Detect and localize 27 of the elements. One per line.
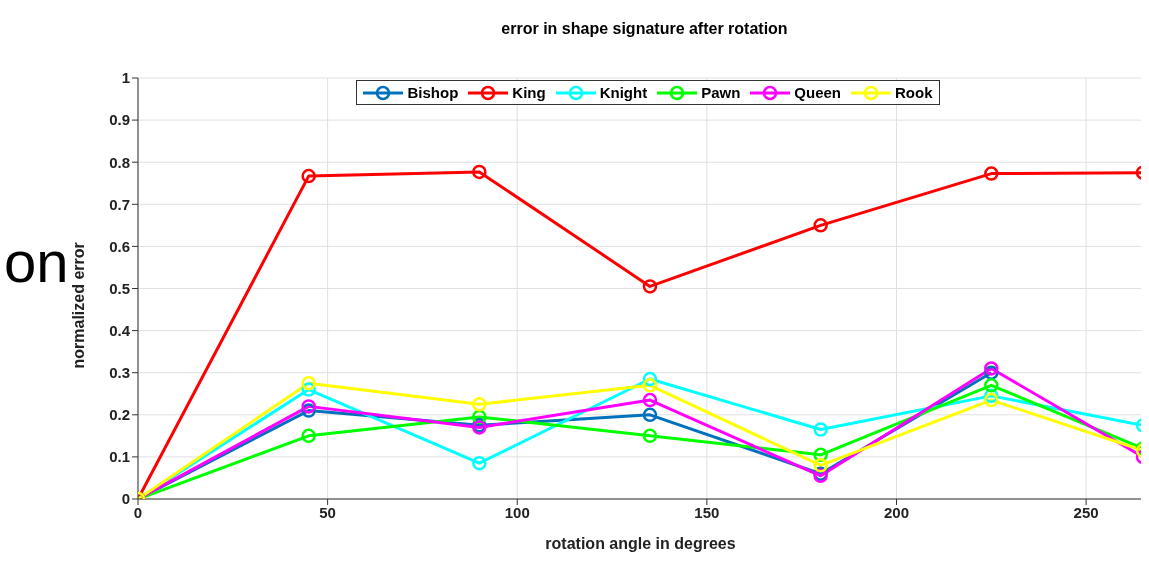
x-axis-title: rotation angle in degrees	[545, 535, 736, 552]
legend-label: King	[512, 84, 546, 101]
y-tick-label: 0.4	[109, 321, 131, 339]
legend-label: Knight	[599, 84, 648, 101]
y-tick-label: 0.7	[109, 195, 130, 213]
x-tick-label: 50	[319, 503, 336, 521]
legend-label: Bishop	[407, 84, 459, 101]
x-tick-label: 200	[883, 503, 910, 521]
y-tick-label: 0.2	[109, 406, 130, 424]
y-tick-label: 0.3	[109, 364, 130, 382]
y-tick-label: 0.9	[109, 111, 130, 129]
legend-label: Pawn	[701, 84, 741, 101]
x-tick-label: 250	[1073, 503, 1099, 521]
y-tick-label: 0.8	[109, 153, 130, 171]
y-tick-label: 0.1	[109, 448, 130, 466]
y-axis-title: normalized error	[69, 242, 87, 369]
legend-label: Rook	[895, 84, 933, 101]
y-tick-label: 0.5	[109, 279, 130, 297]
x-tick-label: 0	[133, 503, 143, 521]
y-tick-label: 1	[121, 69, 130, 87]
legend-label: Queen	[794, 84, 842, 101]
y-tick-label: 0.6	[109, 237, 130, 255]
text: on	[4, 229, 69, 294]
y-tick-label: 0	[121, 490, 130, 508]
x-tick-label: 150	[694, 503, 720, 521]
x-tick-label: 100	[504, 503, 530, 521]
chart-title: error in shape signature after rotation	[500, 20, 789, 38]
